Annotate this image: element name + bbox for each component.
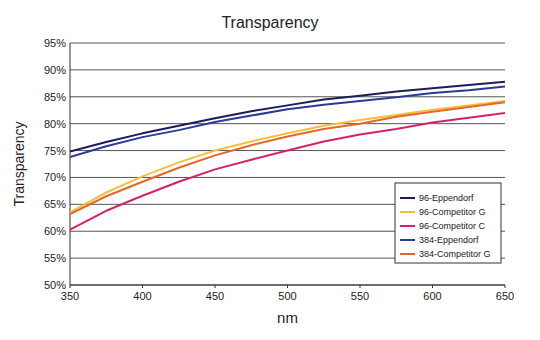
legend-label: 384-Eppendorf [419, 235, 479, 245]
x-tick [505, 285, 506, 288]
x-tick-label: 550 [351, 290, 369, 302]
y-tick-label: 70% [44, 171, 66, 183]
x-tick-label: 650 [496, 290, 514, 302]
y-tick-label: 80% [44, 118, 66, 130]
chart: Transparency50%55%60%65%70%75%80%85%90%9… [0, 0, 540, 340]
legend-box [395, 183, 501, 263]
y-tick-label: 55% [44, 252, 66, 264]
x-axis-label: nm [277, 309, 298, 326]
y-axis-label: Transparency [11, 121, 27, 206]
title: Transparency [221, 14, 318, 31]
y-tick-label: 95% [44, 37, 66, 49]
x-tick [360, 285, 361, 288]
grid-line [70, 69, 505, 70]
legend-label: 96-Competitor C [419, 221, 486, 231]
x-tick [287, 285, 288, 288]
plot-area [70, 82, 505, 230]
y-axis [70, 43, 71, 285]
y-tick-label: 65% [44, 198, 66, 210]
legend: 96-Eppendorf 96-Competitor G 96-Competitor… [395, 183, 501, 263]
legend-swatch [400, 211, 415, 213]
grid-line [70, 96, 505, 97]
series-line [70, 101, 505, 212]
x-tick-label: 450 [206, 290, 224, 302]
y-tick-label: 75% [44, 145, 66, 157]
legend-label: 384-Competitor G [419, 249, 491, 259]
x-tick-label: 600 [423, 290, 441, 302]
legend-swatch [400, 253, 415, 255]
grid-line [70, 177, 505, 178]
legend-swatch [400, 239, 415, 241]
y-tick-label: 85% [44, 91, 66, 103]
legend-swatch [400, 197, 415, 199]
series-line [70, 113, 505, 230]
series-line [70, 87, 505, 157]
legend-label: 96-Competitor G [419, 207, 486, 217]
x-tick [432, 285, 433, 288]
x-tick [142, 285, 143, 288]
x-tick [215, 285, 216, 288]
legend-label: 96-Eppendorf [419, 193, 474, 203]
legend-swatch [400, 225, 415, 227]
background [0, 0, 540, 340]
x-tick-label: 400 [133, 290, 151, 302]
grid-line [70, 123, 505, 124]
x-tick-label: 500 [278, 290, 296, 302]
grid-line [70, 43, 505, 44]
y-tick-label: 60% [44, 225, 66, 237]
y-tick-label: 90% [44, 64, 66, 76]
series-line [70, 102, 505, 214]
x-tick-label: 350 [61, 290, 79, 302]
x-tick [70, 285, 71, 288]
